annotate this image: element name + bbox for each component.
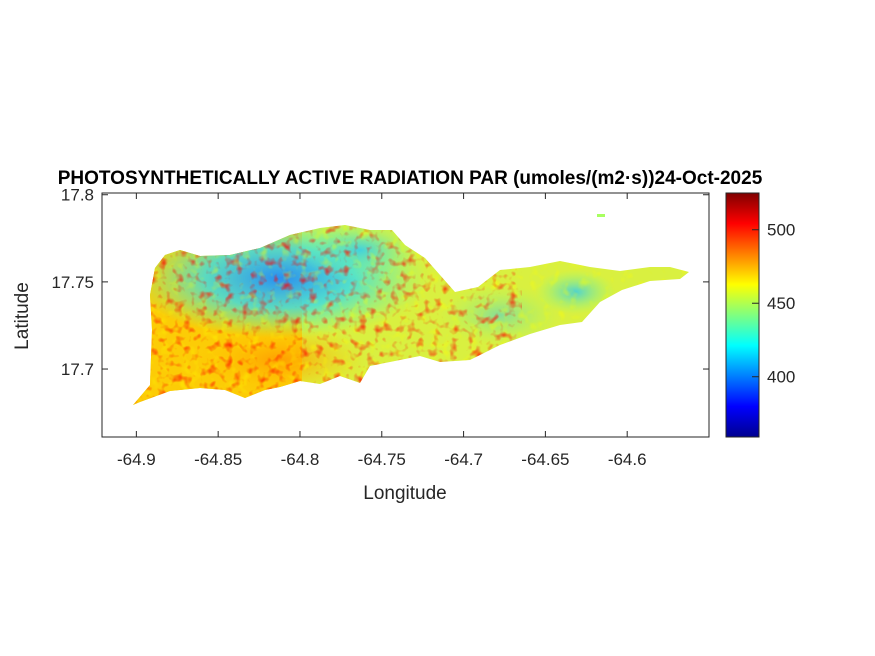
y-tick-label: 17.75 — [51, 273, 94, 292]
y-tick-label: 17.8 — [61, 186, 94, 205]
y-axis-label: Latitude — [12, 282, 33, 350]
x-tick-label: -64.7 — [444, 450, 483, 469]
colorbar — [725, 192, 760, 438]
x-tick-label: -64.75 — [358, 450, 406, 469]
x-tick-label: -64.6 — [608, 450, 647, 469]
colorbar-ticks: 400 450 500 — [752, 221, 795, 387]
colorbar-tick-label: 500 — [767, 221, 795, 240]
x-tick-label: -64.85 — [194, 450, 242, 469]
x-tick-label: -64.9 — [117, 450, 156, 469]
y-tick-label: 17.7 — [61, 360, 94, 379]
colorbar-tick-label: 400 — [767, 368, 795, 387]
x-axis-label: Longitude — [363, 483, 446, 504]
colorbar-tick-label: 450 — [767, 294, 795, 313]
small-islet — [597, 214, 605, 217]
chart-title: PHOTOSYNTHETICALLY ACTIVE RADIATION PAR … — [58, 168, 763, 189]
x-tick-label: -64.8 — [281, 450, 320, 469]
axis-ticks: -64.9 -64.85 -64.8 -64.75 -64.7 -64.65 -64.6 17… — [51, 186, 709, 469]
x-tick-label: -64.65 — [521, 450, 569, 469]
